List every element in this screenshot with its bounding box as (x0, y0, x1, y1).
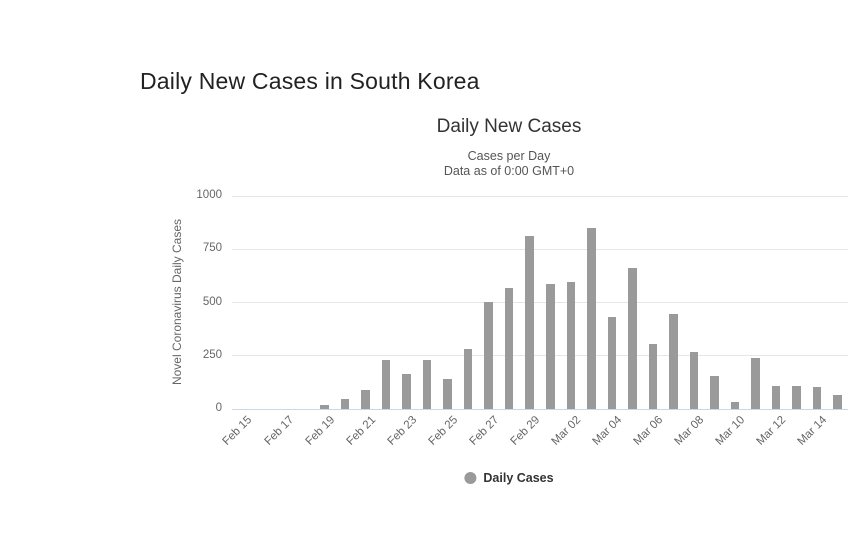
bar-mar-08[interactable] (689, 352, 699, 409)
gridline-y-750 (232, 248, 848, 250)
x-tick-label-text: Mar 14 (795, 414, 830, 448)
legend-label: Daily Cases (483, 471, 554, 485)
x-tick-label-text: Feb 27 (467, 414, 502, 448)
bar-mar-14[interactable] (812, 387, 822, 409)
bar-mar-09[interactable] (710, 375, 719, 409)
bar-feb-29[interactable] (525, 235, 534, 409)
x-tick-label-text: Mar 04 (590, 414, 625, 448)
x-axis-line (232, 409, 848, 410)
y-tick-label-500: 500 (202, 295, 222, 308)
bar-feb-21[interactable] (361, 389, 370, 409)
chart-title: Daily New Cases (436, 116, 582, 137)
bar-mar-04[interactable] (607, 316, 617, 409)
chart-subtitle-line-1: Cases per Day (467, 149, 551, 163)
bar-feb-28[interactable] (504, 287, 514, 409)
bar-feb-26[interactable] (463, 348, 473, 409)
y-tick-label-750: 750 (202, 242, 222, 255)
y-tick-label-250: 250 (202, 348, 222, 361)
bar-mar-13[interactable] (792, 385, 801, 409)
page-title: Daily New Cases in South Korea (140, 68, 480, 95)
x-tick-label-text: Feb 29 (508, 414, 543, 448)
x-tick-label-text: Mar 10 (713, 414, 748, 448)
x-tick-label-text: Feb 17 (262, 414, 296, 448)
y-tick-label-0: 0 (215, 402, 222, 414)
bar-mar-11[interactable] (751, 357, 760, 409)
gridline-y-1000 (232, 195, 848, 197)
x-tick-label-text: Feb 25 (426, 414, 461, 448)
bar-feb-27[interactable] (484, 301, 493, 409)
bar-mar-06[interactable] (648, 343, 658, 409)
x-tick-label-text: Feb 21 (344, 414, 378, 448)
bar-mar-01[interactable] (546, 284, 555, 409)
gridline-y-250 (232, 355, 848, 357)
x-tick-label-text: Feb 15 (220, 414, 255, 448)
bar-mar-10[interactable] (730, 402, 740, 409)
chart-subtitle: Cases per Day Data as of 0:00 GMT+0 (444, 149, 574, 179)
bar-mar-05[interactable] (628, 268, 637, 409)
bar-mar-07[interactable] (669, 314, 678, 409)
x-tick-label-text: Mar 08 (672, 414, 707, 448)
bar-mar-15[interactable] (833, 394, 842, 409)
bar-feb-19[interactable] (320, 404, 329, 409)
bar-feb-20[interactable] (340, 399, 350, 409)
bar-mar-02[interactable] (566, 281, 576, 409)
bar-feb-23[interactable] (402, 373, 411, 409)
y-tick-label-1000: 1000 (196, 189, 222, 201)
legend-marker-circle-icon (464, 472, 477, 484)
x-tick-label-text: Mar 02 (549, 414, 584, 448)
x-tick-label-text: Feb 19 (303, 414, 337, 448)
bar-feb-25[interactable] (443, 378, 452, 409)
gridline-y-500 (232, 302, 848, 303)
x-tick-label-text: Mar 06 (631, 414, 666, 448)
x-tick-label-text: Mar 12 (754, 414, 789, 448)
bar-feb-22[interactable] (381, 360, 391, 409)
chart-subtitle-line-2: Data as of 0:00 GMT+0 (443, 164, 575, 178)
legend-item-daily-cases[interactable]: Daily Cases (464, 471, 554, 485)
bar-mar-12[interactable] (771, 385, 781, 409)
bar-mar-03[interactable] (587, 227, 596, 409)
bar-feb-24[interactable] (422, 360, 432, 409)
x-tick-label-text: Feb 23 (385, 414, 420, 448)
